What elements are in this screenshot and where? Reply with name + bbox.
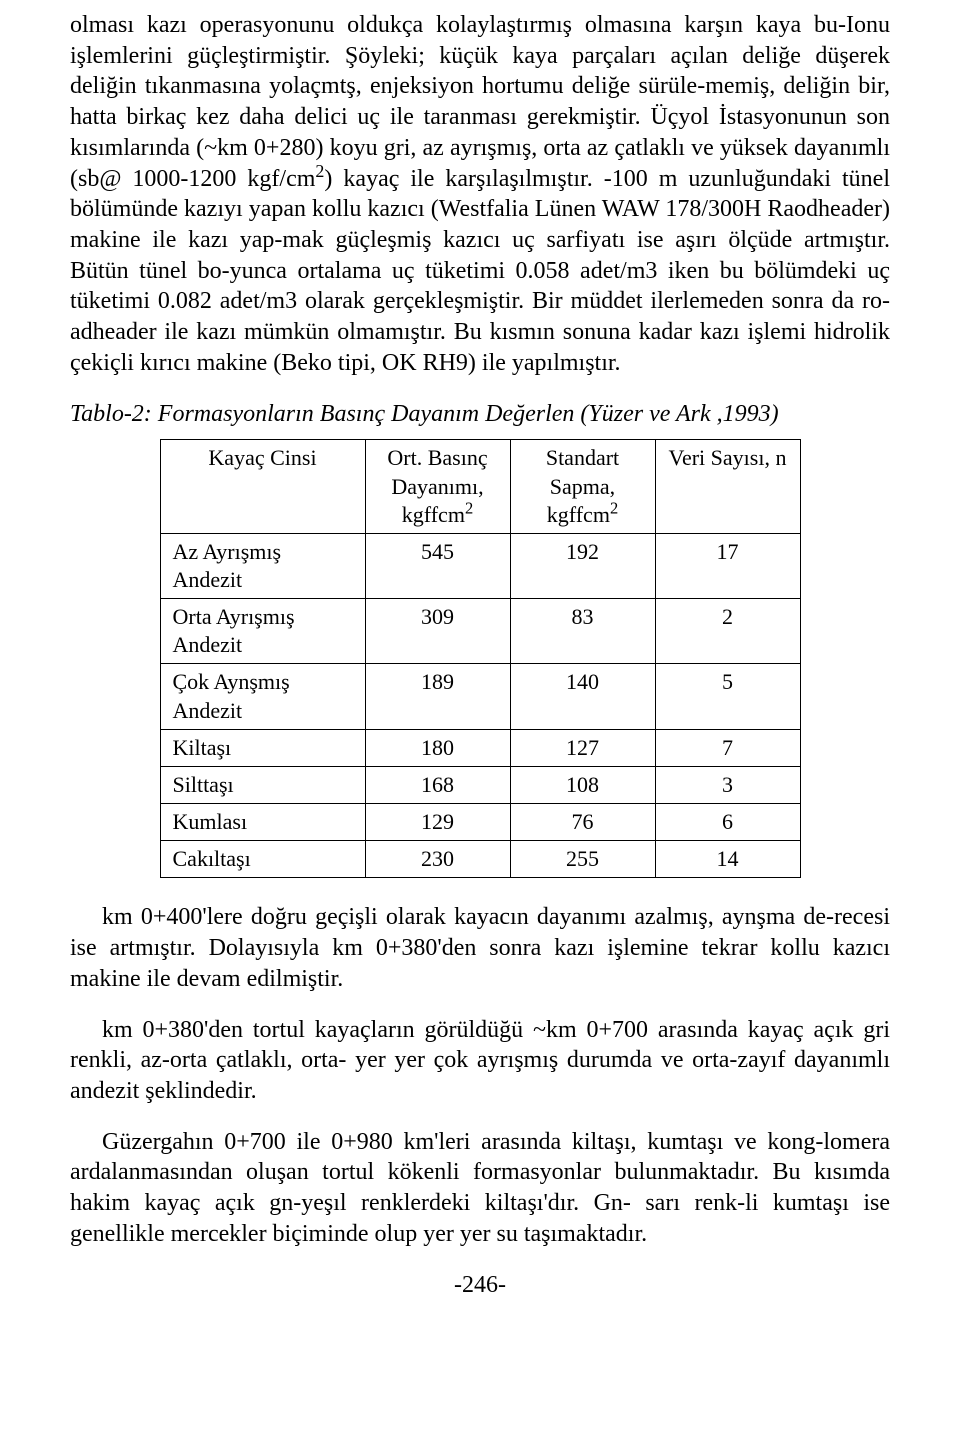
table-cell: Silttaşı [160,766,365,803]
table-cell: Çok Aynşmış Andezit [160,664,365,729]
formation-strength-table: Kayaç Cinsi Ort. Basınç Dayanımı, kgffcm… [160,439,801,878]
table-cell: 230 [365,841,510,878]
header-label: Kayaç Cinsi [208,445,316,470]
page: olması kazı operasyonunu oldukça kolayla… [0,0,960,1438]
table-cell: 168 [365,766,510,803]
table-cell: 127 [510,729,655,766]
header-label: Veri Sayısı, n [669,445,787,470]
table-header-cell: Kayaç Cinsi [160,440,365,533]
table-cell: 309 [365,599,510,664]
table-row: Cakıltaşı23025514 [160,841,800,878]
paragraph-4: Güzergahın 0+700 ile 0+980 km'leri arası… [70,1127,890,1250]
table-row: Çok Aynşmış Andezit1891405 [160,664,800,729]
table-cell: 76 [510,804,655,841]
header-sup: 2 [465,498,473,517]
table-cell: 83 [510,599,655,664]
table-row: Orta Ayrışmış Andezit309832 [160,599,800,664]
table-row: Az Ayrışmış Andezit54519217 [160,533,800,598]
table-row: Silttaşı1681083 [160,766,800,803]
paragraph-3: km 0+380'den tortul kayaçların görüldüğü… [70,1015,890,1107]
header-label: Standart Sapma, kgffcm [546,445,619,526]
table-header-cell: Veri Sayısı, n [655,440,800,533]
table-caption: Tablo-2: Formasyonların Basınç Dayanım D… [70,399,890,430]
table-row: Kiltaşı1801277 [160,729,800,766]
table-cell: 5 [655,664,800,729]
table-cell: 192 [510,533,655,598]
table-cell: Kumlası [160,804,365,841]
paragraph-2: km 0+400'lere doğru geçişli olarak kayac… [70,902,890,994]
table-cell: Orta Ayrışmış Andezit [160,599,365,664]
header-sup: 2 [610,498,618,517]
table-cell: Kiltaşı [160,729,365,766]
table-cell: 180 [365,729,510,766]
table-row: Kumlası129766 [160,804,800,841]
table-cell: 7 [655,729,800,766]
table-header-row: Kayaç Cinsi Ort. Basınç Dayanımı, kgffcm… [160,440,800,533]
table-cell: 189 [365,664,510,729]
table-header-cell: Standart Sapma, kgffcm2 [510,440,655,533]
table-cell: 545 [365,533,510,598]
table-cell: 129 [365,804,510,841]
table-cell: Az Ayrışmış Andezit [160,533,365,598]
table-cell: 255 [510,841,655,878]
table-cell: 140 [510,664,655,729]
paragraph-1: olması kazı operasyonunu oldukça kolayla… [70,10,890,379]
table-cell: 3 [655,766,800,803]
table-cell: 17 [655,533,800,598]
table-cell: Cakıltaşı [160,841,365,878]
table-cell: 108 [510,766,655,803]
page-number: -246- [70,1270,890,1301]
table-cell: 2 [655,599,800,664]
table-header-cell: Ort. Basınç Dayanımı, kgffcm2 [365,440,510,533]
table-cell: 6 [655,804,800,841]
table-cell: 14 [655,841,800,878]
